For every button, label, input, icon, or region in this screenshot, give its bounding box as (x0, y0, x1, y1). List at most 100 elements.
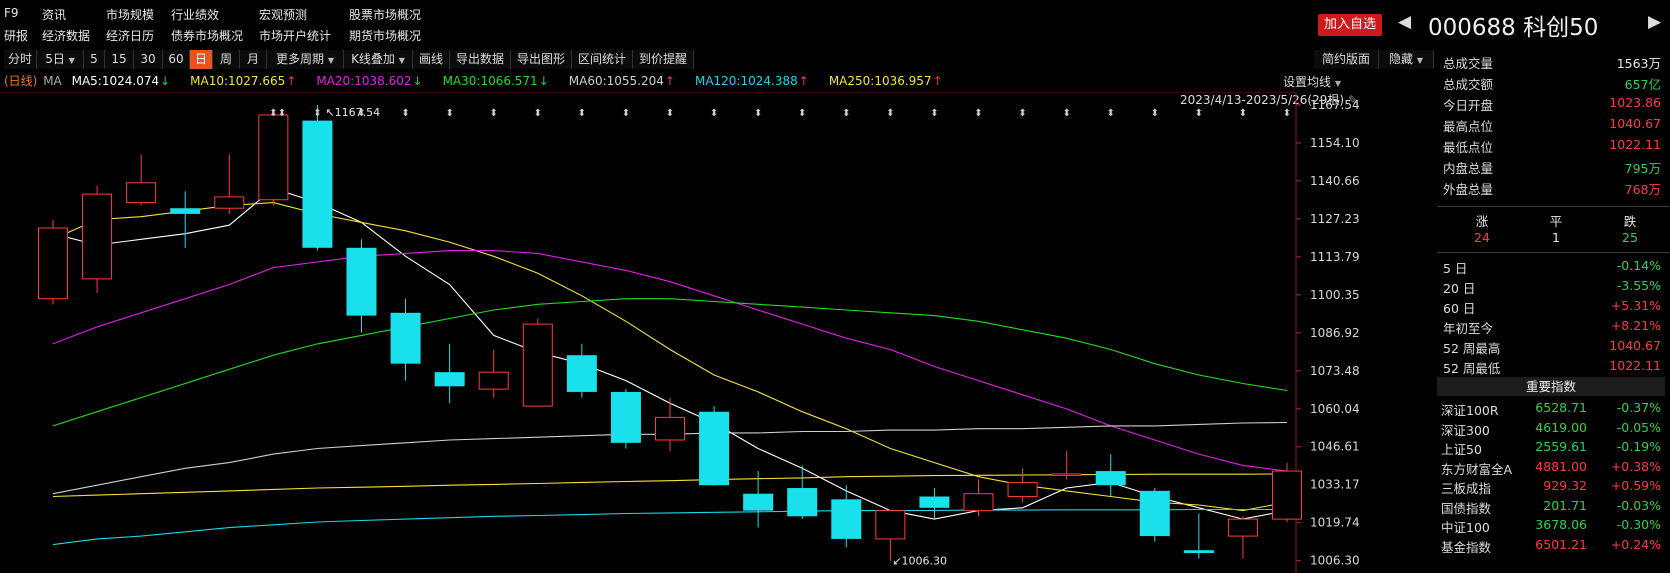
y-tick-label: 1100.35 (1310, 288, 1360, 302)
index-name: 上证50 (1441, 442, 1482, 457)
nav-futures-overview[interactable]: 期货市场概况 (349, 29, 422, 43)
ma-line-ma10 (52, 202, 1288, 512)
tab-60min[interactable]: 60 (163, 50, 190, 69)
index-row: 深证300 4619.00 -0.05% (1437, 420, 1665, 439)
ma-legend-item: MA10:1027.665↑ (190, 74, 297, 88)
event-marker-icon: ⬍ (1107, 108, 1115, 119)
index-change: -0.30% (1616, 517, 1661, 532)
candlestick-chart[interactable]: 1167.54 1154.10 1140.66 1127.23 1113.79 1100.… (0, 92, 1437, 573)
ma-legend-item: MA250:1036.957↑ (828, 74, 943, 88)
stat-value: 1023.86 (1609, 95, 1661, 110)
candle-body-down (1139, 490, 1170, 537)
chart-toolbar: 分时 5日 ▼ 5 15 30 60 日 周 月 更多周期 ▼ K线叠加 ▼ 画… (0, 50, 1440, 70)
tab-monthly[interactable]: 月 (240, 50, 267, 69)
nav-bond-overview[interactable]: 债券市场概况 (171, 29, 244, 43)
draw-line-button[interactable]: 画线 (413, 50, 450, 69)
index-row: 国债指数 201.71 -0.03% (1437, 498, 1665, 517)
price-alert-button[interactable]: 到价提醒 (633, 50, 694, 69)
tab-weekly[interactable]: 周 (213, 50, 240, 69)
event-marker-icon: ⬍ (357, 108, 365, 119)
nav-economic-calendar[interactable]: 经济日历 (106, 29, 155, 43)
ma-legend-item: MA60:1055.204↑ (568, 74, 675, 88)
top-nav: F9 资讯 市场规模 行业绩效 宏观预测 股票市场概况 研报 经济数据 经济日历… (0, 0, 1240, 46)
event-marker-icon: ⬍ (930, 108, 938, 119)
ma-settings[interactable]: 设置均线 ▼ (1283, 73, 1341, 90)
range-stats-button[interactable]: 区间统计 (572, 50, 633, 69)
nav-research[interactable]: 研报 (4, 29, 29, 43)
simple-layout-button[interactable]: 简约版面 (1314, 50, 1379, 69)
breadth-value: 25 (1622, 230, 1638, 245)
ma-label: MA (43, 74, 62, 88)
ma-items: MA5:1024.074↓ MA10:1027.665↑ MA20:1038.602… (72, 74, 963, 88)
index-change: +0.59% (1610, 478, 1661, 493)
stat-label: 外盘总量 (1443, 182, 1494, 197)
tab-5min[interactable]: 5 (84, 50, 105, 69)
nav-f9[interactable]: F9 (4, 6, 19, 20)
divider (1437, 252, 1670, 253)
arrow-down-icon: ↓ (412, 74, 423, 88)
index-name: 三板成指 (1441, 481, 1492, 496)
export-data-button[interactable]: 导出数据 (450, 50, 511, 69)
stock-title: 000688 科创50 (1428, 8, 1598, 42)
nav-market-scale[interactable]: 市场规模 (106, 8, 155, 22)
period-label: 60 日 (1443, 301, 1476, 316)
add-watchlist-button[interactable]: 加入自选 (1318, 14, 1383, 36)
next-stock-icon[interactable]: ▶ (1648, 12, 1662, 32)
more-period-label: 更多周期 (276, 52, 325, 66)
index-row: 中证100 3678.06 -0.30% (1437, 517, 1665, 536)
index-price: 2559.61 (1535, 439, 1587, 454)
prev-stock-icon[interactable]: ◀ (1398, 12, 1412, 32)
y-tick-label: 1073.48 (1310, 364, 1360, 378)
index-name: 基金指数 (1441, 539, 1492, 555)
nav-account-stats[interactable]: 市场开户统计 (259, 29, 332, 43)
breadth-label: 涨 (1475, 214, 1489, 229)
candle-body-up (963, 493, 994, 512)
more-period-dropdown[interactable]: 更多周期 ▼ (267, 50, 344, 69)
tab-daily[interactable]: 日 (190, 50, 213, 69)
hide-label: 隐藏 (1389, 52, 1414, 66)
period-row: 52 周最低 1022.11 (1437, 358, 1665, 378)
index-change: -0.37% (1616, 400, 1661, 415)
breadth-label: 平 (1549, 214, 1563, 229)
event-marker-icon: ⬍ (1239, 108, 1247, 119)
nav-stock-overview[interactable]: 股票市场概况 (349, 8, 422, 22)
stock-code: 000688 (1428, 15, 1516, 41)
index-price: 929.32 (1543, 478, 1587, 493)
tab-15min[interactable]: 15 (105, 50, 134, 69)
period-row: 20 日 -3.55% (1437, 278, 1665, 298)
nav-economic-data[interactable]: 经济数据 (42, 29, 91, 43)
candle-body-down (566, 355, 597, 392)
index-row: 东方财富全A 4881.00 +0.38% (1437, 459, 1665, 478)
candle-body-up (875, 510, 906, 540)
tab-30min[interactable]: 30 (134, 50, 163, 69)
ma-line-ma20 (52, 250, 1288, 472)
y-tick-label: 1019.74 (1310, 516, 1360, 530)
event-markers: ⬍ ⬍ ⬍ ⬍ ⬍ ⬍ ⬍ ⬍ ⬍ ⬍ ⬍ ⬍ ⬍ ⬍ ⬍ ⬍ ⬍ ⬍ ⬍ ⬍ ⬍ ⬍ ⬍ ⬍ ⬍ (269, 108, 1291, 119)
nav-macro-forecast[interactable]: 宏观预测 (259, 8, 308, 22)
tab-intraday[interactable]: 分时 (4, 50, 37, 69)
event-marker-icon: ⬍ (401, 108, 409, 119)
candle-body-up (1051, 473, 1082, 476)
pin-icon[interactable]: ✎ (1347, 93, 1358, 107)
candle-body-up (1272, 470, 1302, 520)
period-label: 5 日 (1443, 261, 1468, 276)
breadth-value: 24 (1474, 230, 1490, 245)
stat-value: 795万 (1624, 161, 1661, 176)
candle-body-up (1007, 481, 1038, 498)
candle-body-down (346, 247, 377, 316)
candle-body-up (522, 323, 553, 407)
index-header: 重要指数 (1437, 377, 1665, 396)
period-value: -0.14% (1616, 258, 1661, 273)
tab-5day[interactable]: 5日 ▼ (37, 50, 84, 69)
index-price: 6528.71 (1535, 400, 1587, 415)
high-price-label: ↖1167.54 (325, 106, 380, 119)
export-chart-button[interactable]: 导出图形 (511, 50, 572, 69)
hide-panel-button[interactable]: 隐藏 ▼ (1379, 50, 1434, 69)
nav-news[interactable]: 资讯 (42, 8, 67, 22)
event-marker-icon: ⬍ (842, 108, 850, 119)
nav-industry-performance[interactable]: 行业绩效 (171, 8, 220, 22)
candle-body-down (610, 391, 641, 443)
stat-value: 1040.67 (1609, 116, 1661, 131)
kline-overlay-dropdown[interactable]: K线叠加 ▼ (344, 50, 413, 69)
y-tick-label: 1033.17 (1310, 478, 1360, 492)
